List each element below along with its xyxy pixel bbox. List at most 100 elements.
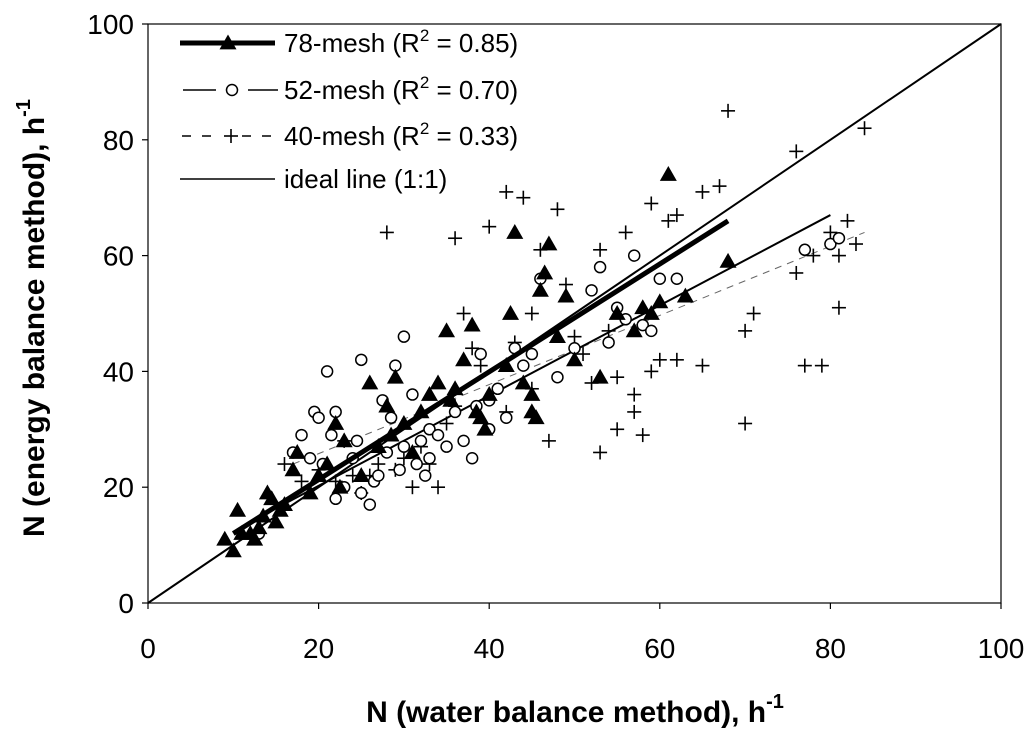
point-78-mesh bbox=[229, 501, 247, 517]
point-78-mesh bbox=[659, 166, 677, 181]
point-40-mesh bbox=[439, 416, 454, 431]
point-52-mesh bbox=[500, 411, 513, 424]
point-40-mesh bbox=[524, 306, 539, 321]
point-40-mesh bbox=[456, 306, 471, 321]
point-78-mesh bbox=[335, 432, 353, 448]
legend-triangle-marker bbox=[219, 34, 237, 50]
x-tick-label: 80 bbox=[815, 633, 846, 664]
point-40-mesh bbox=[652, 352, 667, 367]
point-40-mesh bbox=[541, 433, 556, 448]
legend-label: 52-mesh (R2 = 0.70) bbox=[284, 73, 518, 105]
point-52-mesh bbox=[645, 324, 658, 338]
point-40-mesh bbox=[695, 184, 710, 199]
point-52-mesh bbox=[636, 318, 649, 332]
point-52-mesh bbox=[303, 452, 317, 465]
point-40-mesh bbox=[482, 219, 497, 234]
point-78-mesh bbox=[523, 403, 541, 419]
point-52-mesh bbox=[329, 492, 342, 506]
point-40-mesh bbox=[831, 300, 846, 315]
legend-label: ideal line (1:1) bbox=[284, 164, 447, 194]
point-40-mesh bbox=[669, 208, 684, 223]
legend-40-mesh: 40-mesh (R2 = 0.33) bbox=[182, 119, 518, 151]
point-40-mesh bbox=[465, 341, 480, 356]
point-40-mesh bbox=[379, 225, 394, 240]
point-40-mesh bbox=[294, 474, 309, 489]
legend-circle-marker bbox=[225, 83, 239, 97]
point-78-mesh bbox=[403, 443, 421, 459]
point-40-mesh bbox=[712, 179, 727, 194]
point-40-mesh bbox=[823, 225, 838, 240]
point-78-mesh bbox=[497, 357, 515, 372]
point-78-mesh bbox=[369, 438, 387, 454]
point-40-mesh bbox=[627, 387, 642, 402]
point-52-mesh bbox=[320, 365, 334, 378]
point-52-mesh bbox=[414, 434, 428, 448]
point-78-mesh bbox=[506, 223, 524, 239]
axes: 0 20 40 60 80 100 0 20 40 60 80 100 bbox=[87, 9, 1024, 664]
point-78-mesh bbox=[651, 293, 669, 309]
fit-line-78-mesh bbox=[231, 218, 730, 536]
point-40-mesh bbox=[738, 323, 753, 338]
point-78-mesh bbox=[301, 484, 319, 500]
point-40-mesh bbox=[567, 329, 582, 344]
point-78-mesh bbox=[455, 351, 473, 367]
point-52-mesh bbox=[355, 353, 368, 367]
point-52-mesh bbox=[602, 336, 615, 349]
point-40-mesh bbox=[857, 121, 872, 136]
point-52-mesh bbox=[627, 249, 641, 262]
point-40-mesh bbox=[806, 248, 821, 263]
point-52-mesh bbox=[393, 463, 406, 477]
point-52-mesh bbox=[824, 237, 837, 251]
point-40-mesh bbox=[789, 265, 804, 280]
point-52-mesh bbox=[832, 231, 846, 245]
point-52-mesh bbox=[312, 411, 325, 424]
point-78-mesh bbox=[557, 287, 575, 303]
point-78-mesh bbox=[523, 386, 541, 401]
point-78-mesh bbox=[386, 368, 404, 384]
point-40-mesh bbox=[550, 202, 565, 217]
point-52-mesh bbox=[295, 428, 308, 442]
point-78-mesh bbox=[642, 305, 660, 320]
point-78-mesh bbox=[284, 461, 302, 477]
point-40-mesh bbox=[618, 225, 633, 240]
x-tick-label: 40 bbox=[474, 633, 505, 664]
point-78-mesh bbox=[548, 328, 566, 344]
point-52-mesh bbox=[423, 452, 436, 465]
x-tick-label: 100 bbox=[978, 633, 1025, 664]
point-78-mesh bbox=[250, 519, 268, 535]
legend-ideal-line: ideal line (1:1) bbox=[180, 164, 447, 194]
y-axis-title: N (energy balance method), h-1 bbox=[13, 99, 51, 537]
point-40-mesh bbox=[797, 358, 812, 373]
point-52-mesh bbox=[384, 411, 398, 424]
legend-52-mesh: 52-mesh (R2 = 0.70) bbox=[183, 73, 518, 105]
legend-78-mesh: 78-mesh (R2 = 0.85) bbox=[180, 26, 518, 58]
point-40-mesh bbox=[635, 428, 650, 443]
y-tick-label: 80 bbox=[103, 125, 134, 156]
point-52-mesh bbox=[397, 440, 411, 453]
legend: 78-mesh (R2 = 0.85) 52-mesh (R2 = 0.70) 40… bbox=[180, 26, 518, 194]
y-tick-label: 100 bbox=[87, 9, 134, 40]
point-78-mesh bbox=[531, 281, 549, 297]
point-78-mesh bbox=[288, 443, 306, 459]
point-40-mesh bbox=[576, 347, 591, 362]
point-78-mesh bbox=[263, 490, 281, 506]
point-78-mesh bbox=[480, 386, 498, 401]
point-78-mesh bbox=[224, 542, 242, 558]
x-tick-label: 0 bbox=[140, 633, 156, 664]
point-78-mesh bbox=[514, 374, 532, 390]
point-52-mesh bbox=[440, 440, 453, 453]
point-40-mesh bbox=[669, 352, 684, 367]
point-52-mesh bbox=[431, 428, 445, 442]
point-52-mesh bbox=[798, 243, 812, 257]
point-78-mesh bbox=[625, 322, 643, 338]
point-52-mesh bbox=[410, 457, 423, 471]
point-78-mesh bbox=[536, 264, 554, 280]
point-52-mesh bbox=[465, 452, 479, 465]
point-78-mesh bbox=[472, 409, 490, 425]
point-40-mesh bbox=[695, 358, 710, 373]
y-tick-label: 0 bbox=[118, 588, 134, 619]
point-40-mesh bbox=[516, 190, 531, 205]
point-40-mesh bbox=[661, 213, 676, 228]
point-52-mesh bbox=[491, 382, 504, 396]
point-52-mesh bbox=[350, 434, 364, 448]
